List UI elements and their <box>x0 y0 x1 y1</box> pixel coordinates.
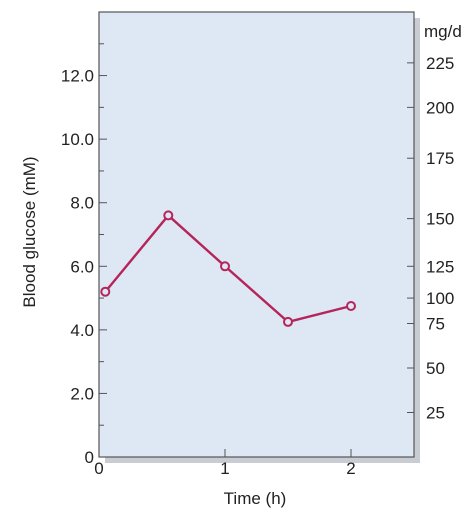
x-tick-label: 0 <box>94 459 103 478</box>
right-tick-label: 75 <box>426 315 445 334</box>
y-tick-label: 6.0 <box>70 257 94 276</box>
right-tick-label: 100 <box>426 289 454 308</box>
y-tick-label: 0 <box>85 448 94 467</box>
y-tick-label: 8.0 <box>70 194 94 213</box>
y-tick-label: 4.0 <box>70 321 94 340</box>
x-tick-label: 1 <box>220 459 229 478</box>
y-axis-title: Blood glucose (mM) <box>20 156 39 307</box>
right-tick-label: 150 <box>426 210 454 229</box>
data-point <box>220 261 230 272</box>
data-point <box>283 316 293 327</box>
data-series <box>100 210 356 327</box>
x-tick-label: 2 <box>346 459 355 478</box>
left-axis-ticks: 0 2.0 4.0 6.0 8.0 10.0 12.0 <box>61 43 107 467</box>
right-axis-unit: mg/dL <box>424 22 463 41</box>
y-tick-label: 12.0 <box>61 67 94 86</box>
right-tick-label: 175 <box>426 149 454 168</box>
x-axis-title: Time (h) <box>224 489 287 508</box>
data-point <box>346 301 356 312</box>
y-tick-label: 10.0 <box>61 130 94 149</box>
right-tick-label: 25 <box>426 404 445 423</box>
plot-area <box>98 11 415 458</box>
right-tick-label: 50 <box>426 359 445 378</box>
right-tick-label: 125 <box>426 257 454 276</box>
right-axis-ticks: 25 50 75 100 125 150 175 200 225 <box>407 54 454 423</box>
x-axis-ticks: 0 1 2 <box>94 449 356 478</box>
data-point <box>100 286 111 297</box>
data-point <box>163 210 174 221</box>
right-tick-label: 225 <box>426 54 454 73</box>
right-tick-label: 200 <box>426 98 454 117</box>
y-tick-label: 2.0 <box>70 384 94 403</box>
